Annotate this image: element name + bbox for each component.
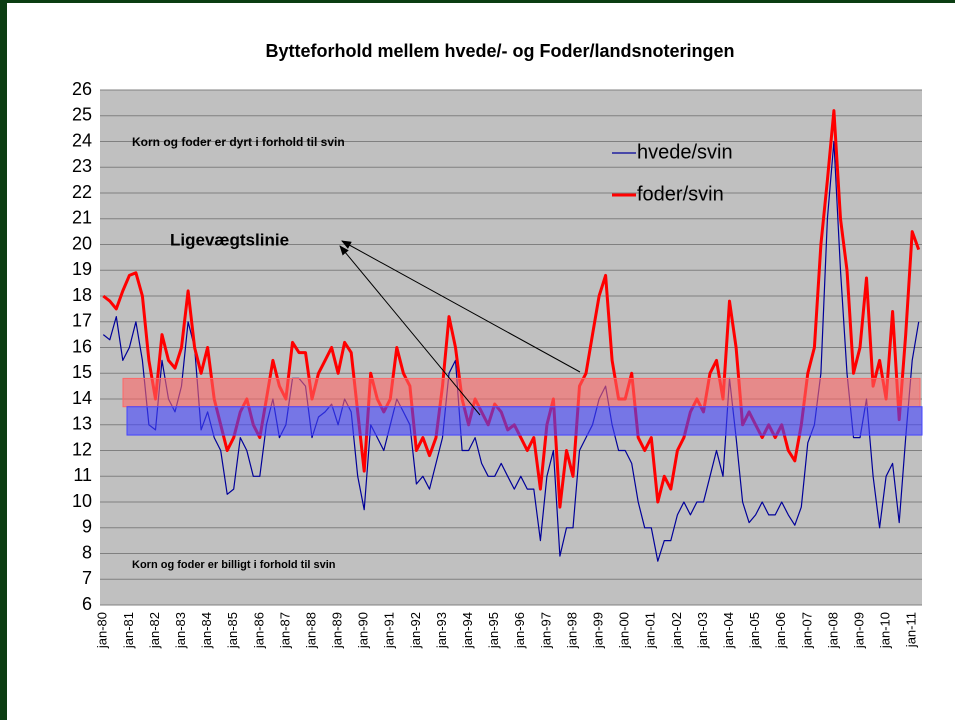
x-tick-label: jan-83 [173, 612, 188, 649]
annotation: Ligevægtslinie [170, 230, 289, 249]
y-tick-label: 12 [72, 439, 92, 459]
annotation: Korn og foder er dyrt i forhold til svin [132, 135, 345, 149]
y-tick-label: 24 [72, 130, 92, 150]
band [122, 377, 921, 408]
x-tick-label: jan-06 [773, 612, 788, 649]
x-tick-label: jan-82 [147, 612, 162, 649]
y-tick-label: 16 [72, 336, 92, 356]
x-tick-label: jan-10 [878, 612, 893, 649]
x-tick-label: jan-94 [460, 612, 475, 649]
x-tick-label: jan-98 [564, 612, 579, 649]
band [126, 406, 923, 436]
y-tick-label: 8 [82, 542, 92, 562]
y-tick-label: 20 [72, 233, 92, 253]
arrow [341, 240, 581, 373]
x-tick-label: jan-96 [512, 612, 527, 649]
y-tick-label: 7 [82, 568, 92, 588]
legend: hvede/svin foder/svin [612, 141, 733, 205]
x-tick-label: jan-05 [747, 612, 762, 649]
x-tick-label: jan-01 [643, 612, 658, 649]
x-tick-label: jan-87 [277, 612, 292, 649]
x-tick-label: jan-93 [434, 612, 449, 649]
y-tick-label: 6 [82, 594, 92, 614]
x-tick-label: jan-08 [825, 612, 840, 649]
grid [100, 89, 922, 606]
y-tick-label: 25 [72, 105, 92, 125]
y-tick-label: 21 [72, 208, 92, 228]
x-tick-label: jan-90 [356, 612, 371, 649]
y-tick-label: 11 [73, 465, 92, 485]
x-tick-label: jan-00 [617, 612, 632, 649]
series-line [102, 140, 920, 562]
x-tick-label: jan-86 [251, 612, 266, 649]
y-tick-label: 26 [72, 79, 92, 99]
top-border [0, 0, 955, 3]
x-tick-label: jan-03 [695, 612, 710, 649]
y-tick-label: 9 [82, 517, 92, 537]
y-tick-label: 15 [72, 362, 92, 382]
annotation: Korn og foder er billigt i forhold til s… [132, 559, 336, 571]
bands [122, 377, 923, 436]
arrow [339, 245, 481, 416]
y-tick-label: 10 [72, 491, 92, 511]
x-tick-label: jan-85 [225, 612, 240, 649]
x-tick-label: jan-80 [95, 612, 110, 649]
x-tick-label: jan-84 [199, 612, 214, 649]
x-tick-label: jan-99 [591, 612, 606, 649]
legend-label: hvede/svin [637, 141, 733, 163]
y-tick-label: 17 [72, 311, 92, 331]
x-tick-label: jan-02 [669, 612, 684, 649]
x-tick-label: jan-07 [799, 612, 814, 649]
x-tick-label: jan-92 [408, 612, 423, 649]
y-tick-label: 14 [72, 388, 92, 408]
x-tick-label: jan-89 [330, 612, 345, 649]
x-tick-label: jan-88 [303, 612, 318, 649]
chart-title: Bytteforhold mellem hvede/- og Foder/lan… [265, 41, 734, 61]
legend-label: foder/svin [637, 183, 724, 205]
x-tick-label: jan-09 [851, 612, 866, 649]
y-tick-label: 19 [72, 259, 92, 279]
x-tick-label: jan-95 [486, 612, 501, 649]
x-tick-label: jan-81 [121, 612, 136, 649]
x-tick-label: jan-97 [538, 612, 553, 649]
x-tick-label: jan-04 [721, 612, 736, 649]
y-tick-label: 23 [72, 156, 92, 176]
y-tick-label: 22 [72, 182, 92, 202]
x-tick-label: jan-11 [904, 612, 919, 648]
y-tick-label: 18 [72, 285, 92, 305]
x-tick-label: jan-91 [382, 612, 397, 649]
left-border [0, 0, 7, 720]
y-tick-label: 13 [72, 414, 92, 434]
